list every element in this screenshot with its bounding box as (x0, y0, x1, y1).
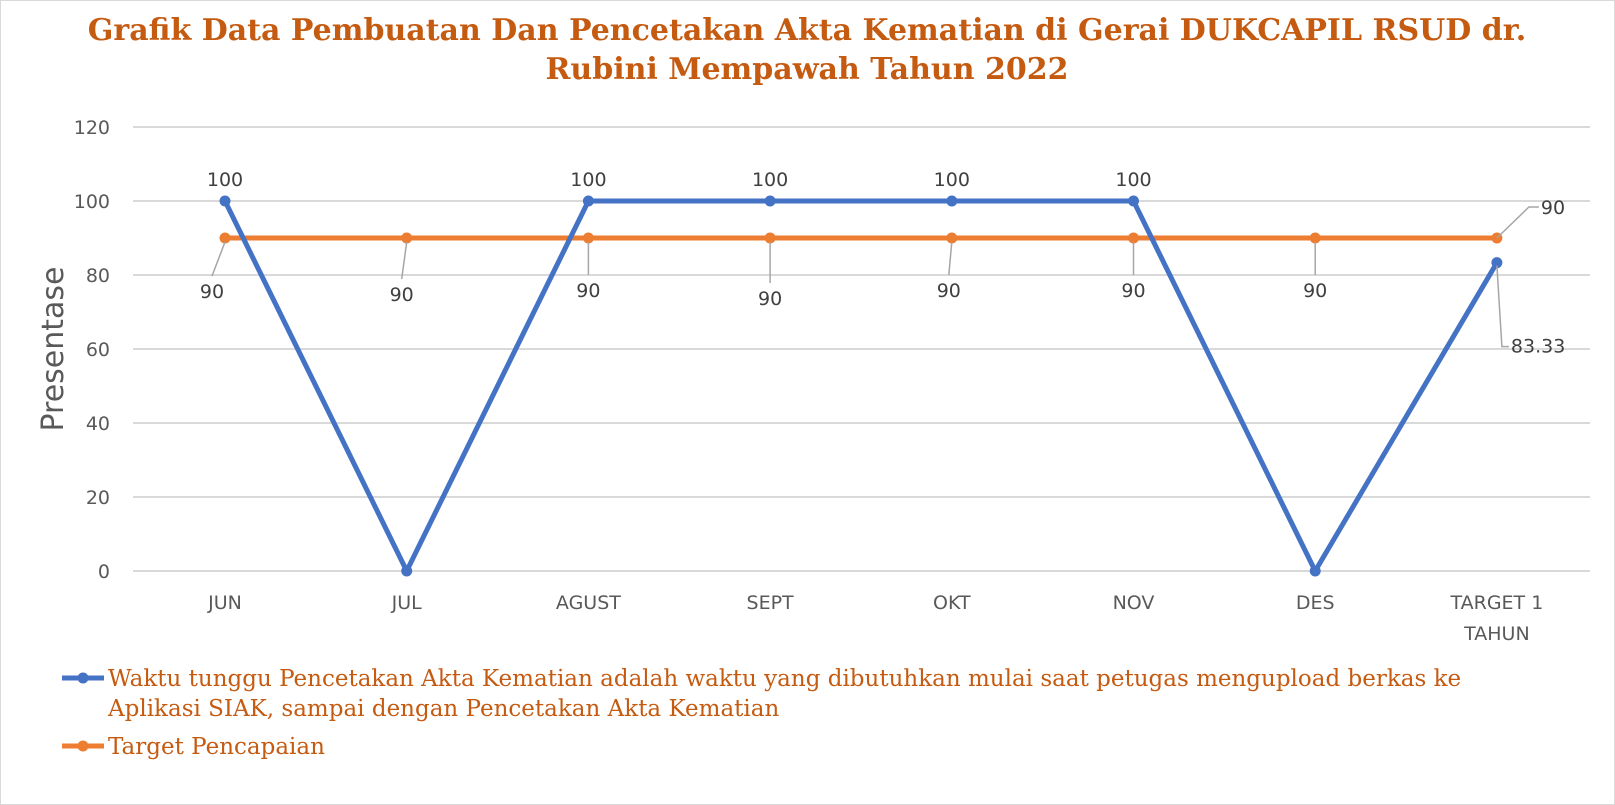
leader-line (1496, 265, 1509, 348)
data-point (764, 195, 776, 207)
data-label: 100 (570, 169, 606, 191)
x-tick-label: DES (1296, 592, 1335, 614)
data-point (219, 195, 231, 207)
y-tick-label: 120 (74, 117, 110, 139)
legend-point-marker (77, 740, 89, 752)
x-tick-label: JUL (391, 592, 423, 614)
data-label: 100 (1115, 169, 1151, 191)
y-tick-label: 40 (86, 413, 110, 435)
x-tick-label: TARGET 1 (1450, 592, 1544, 614)
data-label: 90 (390, 284, 414, 306)
data-label: 90 (1121, 280, 1145, 302)
data-point (946, 232, 958, 244)
data-point (401, 565, 413, 577)
data-label: 100 (934, 169, 970, 191)
x-tick-label: NOV (1113, 592, 1155, 614)
y-tick-label: 100 (74, 191, 110, 213)
chart-title-line: Grafik Data Pembuatan Dan Pencetakan Akt… (88, 13, 1526, 48)
leader-line (400, 241, 408, 280)
x-tick-label: TAHUN (1463, 623, 1530, 645)
data-label: 90 (200, 281, 224, 303)
data-point (582, 195, 594, 207)
y-axis-label: Presentase (36, 266, 71, 431)
chart-title-line: Rubini Mempawah Tahun 2022 (545, 52, 1068, 87)
data-label: 90 (1541, 197, 1565, 219)
data-point (1309, 232, 1321, 244)
data-point (1128, 195, 1139, 207)
x-tick-label: JUN (207, 592, 242, 614)
leader-line (1496, 206, 1539, 239)
data-label: 90 (758, 288, 782, 310)
data-point (1491, 257, 1503, 269)
legend-label: Aplikasi SIAK, sampai dengan Pencetakan … (107, 696, 779, 722)
legend-point-marker (77, 672, 89, 684)
series-line (222, 198, 1500, 574)
y-tick-label: 20 (86, 487, 110, 509)
data-point (219, 232, 231, 244)
y-tick-label: 0 (98, 561, 110, 583)
x-tick-label: SEPT (747, 592, 795, 614)
data-label: 100 (207, 169, 243, 191)
data-label: 90 (937, 280, 961, 302)
data-point (401, 232, 413, 244)
y-tick-label: 80 (86, 265, 110, 287)
leader-line (211, 241, 226, 277)
data-label: 100 (752, 169, 788, 191)
data-point (582, 232, 594, 244)
data-point (764, 232, 776, 244)
legend-label: Waktu tunggu Pencetakan Akta Kematian ad… (108, 666, 1461, 692)
legend-label: Target Pencapaian (108, 734, 325, 760)
data-point (1309, 565, 1321, 577)
data-label: 83.33 (1511, 336, 1565, 358)
y-tick-label: 60 (86, 339, 110, 361)
x-tick-label: AGUST (556, 592, 621, 614)
data-point (1128, 232, 1139, 244)
data-label: 90 (576, 280, 600, 302)
x-tick-label: OKT (933, 592, 971, 614)
data-point (946, 195, 958, 207)
leader-line (948, 241, 953, 276)
data-label: 90 (1303, 280, 1327, 302)
